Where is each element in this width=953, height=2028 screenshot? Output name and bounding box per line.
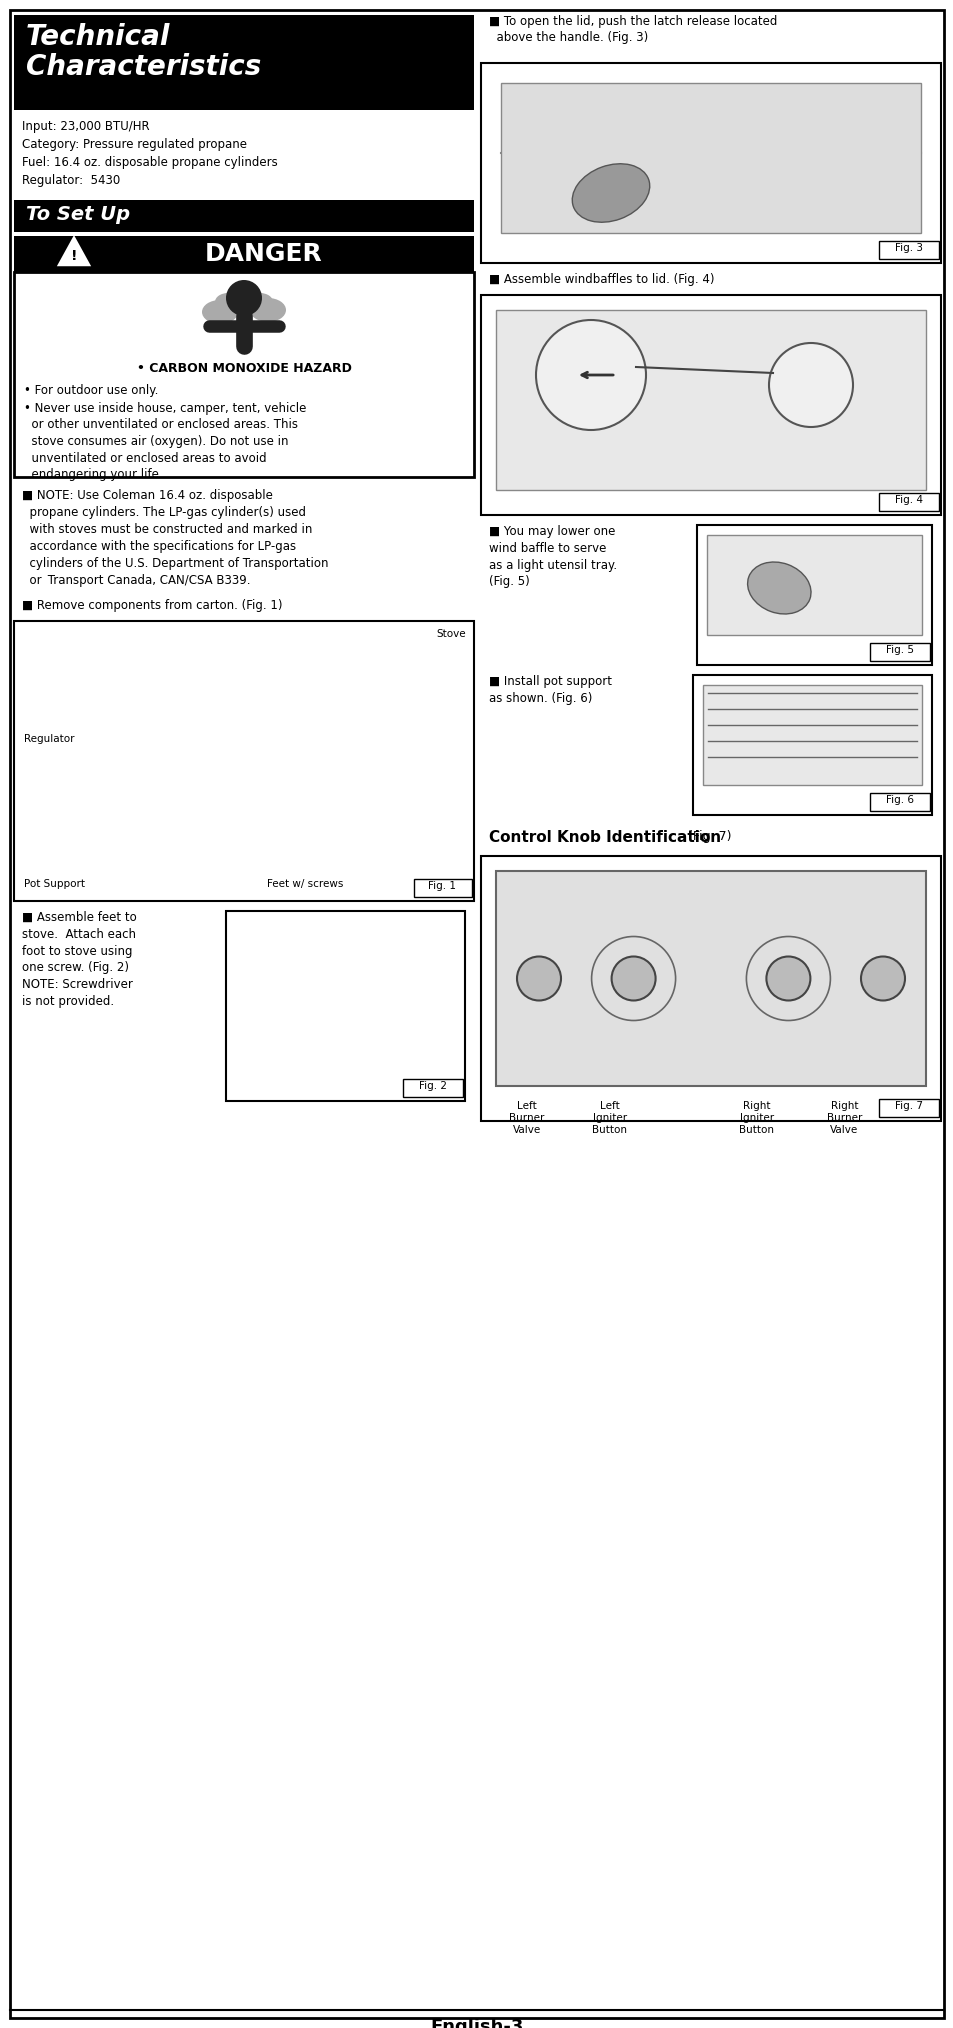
Circle shape bbox=[536, 320, 645, 430]
Bar bbox=[878, 493, 938, 511]
Bar bbox=[500, 83, 920, 233]
Bar bbox=[14, 235, 474, 272]
Text: ■ To open the lid, push the latch release located
  above the handle. (Fig. 3): ■ To open the lid, push the latch releas… bbox=[489, 14, 777, 45]
Bar bbox=[480, 294, 940, 515]
Circle shape bbox=[765, 957, 809, 1000]
Bar bbox=[14, 621, 474, 900]
Text: propane cylinders. The LP-gas cylinder(s) used: propane cylinders. The LP-gas cylinder(s… bbox=[22, 507, 306, 519]
Text: Right
Igniter
Button: Right Igniter Button bbox=[739, 1101, 774, 1136]
Bar bbox=[225, 911, 464, 1101]
Circle shape bbox=[768, 343, 852, 428]
Text: To Set Up: To Set Up bbox=[26, 205, 130, 223]
Text: ■ NOTE: Use Coleman 16.4 oz. disposable: ■ NOTE: Use Coleman 16.4 oz. disposable bbox=[22, 489, 273, 503]
Text: Category: Pressure regulated propane: Category: Pressure regulated propane bbox=[22, 138, 247, 150]
Text: • CARBON MONOXIDE HAZARD: • CARBON MONOXIDE HAZARD bbox=[136, 363, 351, 375]
Text: Fig. 2: Fig. 2 bbox=[418, 1081, 446, 1091]
Text: • Never use inside house, camper, tent, vehicle
  or other unventilated or enclo: • Never use inside house, camper, tent, … bbox=[24, 402, 306, 481]
Bar bbox=[14, 14, 474, 110]
Text: !: ! bbox=[71, 249, 77, 264]
Text: Feet w/ screws: Feet w/ screws bbox=[267, 878, 343, 888]
Text: Fuel: 16.4 oz. disposable propane cylinders: Fuel: 16.4 oz. disposable propane cylind… bbox=[22, 156, 277, 168]
Circle shape bbox=[517, 957, 560, 1000]
Text: Left
Burner
Valve: Left Burner Valve bbox=[509, 1101, 544, 1136]
Bar bbox=[496, 310, 925, 491]
Bar bbox=[869, 793, 929, 811]
Text: ■ You may lower one
wind baffle to serve
as a light utensil tray.
(Fig. 5): ■ You may lower one wind baffle to serve… bbox=[489, 525, 617, 588]
Text: Right
Burner
Valve: Right Burner Valve bbox=[826, 1101, 862, 1136]
Bar bbox=[692, 675, 931, 815]
Text: ■ Remove components from carton. (Fig. 1): ■ Remove components from carton. (Fig. 1… bbox=[22, 598, 282, 612]
Text: • For outdoor use only.: • For outdoor use only. bbox=[24, 383, 158, 397]
Text: Regulator: Regulator bbox=[24, 734, 74, 744]
Bar bbox=[706, 535, 921, 635]
Circle shape bbox=[226, 280, 262, 316]
Text: Input: 23,000 BTU/HR: Input: 23,000 BTU/HR bbox=[22, 120, 150, 134]
Bar bbox=[14, 272, 474, 477]
Text: Stove: Stove bbox=[436, 629, 465, 639]
Circle shape bbox=[611, 957, 655, 1000]
Text: Regulator:  5430: Regulator: 5430 bbox=[22, 174, 120, 187]
Text: ■ Assemble feet to
stove.  Attach each
foot to stove using
one screw. (Fig. 2)
N: ■ Assemble feet to stove. Attach each fo… bbox=[22, 911, 136, 1008]
Text: Technical
Characteristics: Technical Characteristics bbox=[26, 22, 261, 81]
Bar bbox=[878, 1099, 938, 1117]
Ellipse shape bbox=[747, 562, 810, 614]
Text: Fig. 5: Fig. 5 bbox=[885, 645, 913, 655]
Text: ■ Install pot support
as shown. (Fig. 6): ■ Install pot support as shown. (Fig. 6) bbox=[489, 675, 612, 706]
Bar bbox=[878, 241, 938, 260]
Text: Fig. 6: Fig. 6 bbox=[885, 795, 913, 805]
Bar bbox=[869, 643, 929, 661]
Text: Fig. 7: Fig. 7 bbox=[894, 1101, 923, 1111]
Text: Control Knob Identification: Control Knob Identification bbox=[489, 829, 720, 846]
Ellipse shape bbox=[214, 292, 241, 310]
Polygon shape bbox=[58, 237, 90, 266]
Bar bbox=[697, 525, 931, 665]
Bar bbox=[14, 201, 474, 231]
Text: Left
Igniter
Button: Left Igniter Button bbox=[592, 1101, 627, 1136]
Text: accordance with the specifications for LP-gas: accordance with the specifications for L… bbox=[22, 539, 295, 554]
Bar bbox=[480, 856, 940, 1121]
Text: DANGER: DANGER bbox=[205, 241, 322, 266]
Ellipse shape bbox=[233, 290, 253, 302]
Bar bbox=[701, 685, 921, 785]
Text: or  Transport Canada, CAN/CSA B339.: or Transport Canada, CAN/CSA B339. bbox=[22, 574, 251, 586]
Ellipse shape bbox=[202, 300, 237, 324]
Ellipse shape bbox=[250, 298, 286, 322]
Text: (Fig. 7): (Fig. 7) bbox=[683, 829, 731, 844]
Bar bbox=[480, 63, 940, 264]
Ellipse shape bbox=[247, 292, 273, 310]
Ellipse shape bbox=[572, 164, 649, 223]
Circle shape bbox=[861, 957, 904, 1000]
Text: cylinders of the U.S. Department of Transportation: cylinders of the U.S. Department of Tran… bbox=[22, 558, 328, 570]
Bar bbox=[496, 870, 925, 1087]
Text: Fig. 4: Fig. 4 bbox=[894, 495, 923, 505]
Bar bbox=[414, 878, 472, 896]
Bar bbox=[402, 1079, 462, 1097]
Text: Fig. 3: Fig. 3 bbox=[894, 243, 923, 254]
Text: English-3: English-3 bbox=[430, 2018, 523, 2028]
Text: Fig. 1: Fig. 1 bbox=[428, 880, 456, 890]
Text: ■ Assemble windbaffles to lid. (Fig. 4): ■ Assemble windbaffles to lid. (Fig. 4) bbox=[489, 274, 714, 286]
Text: with stoves must be constructed and marked in: with stoves must be constructed and mark… bbox=[22, 523, 312, 535]
Text: Pot Support: Pot Support bbox=[24, 878, 85, 888]
